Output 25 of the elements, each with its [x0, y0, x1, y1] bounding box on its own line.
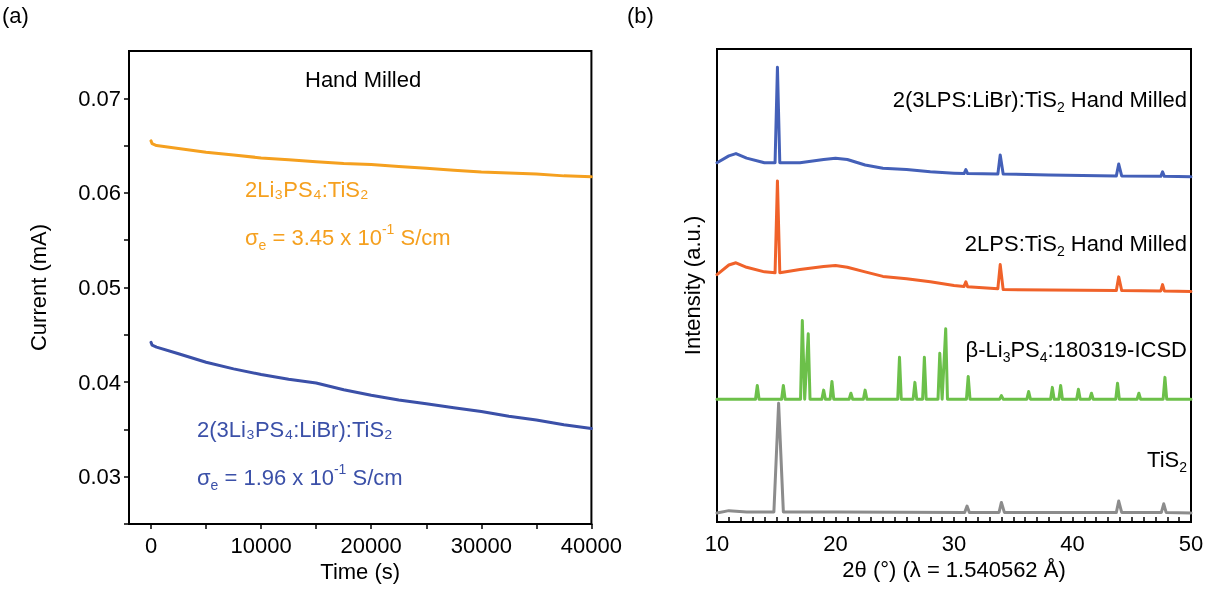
x-tick-label: 50 — [1178, 530, 1204, 556]
chart-title: (b) — [627, 2, 654, 28]
x-tick-label: 10000 — [230, 532, 292, 558]
series-label: 2Li₃PS₄:TiS₂ — [245, 176, 369, 202]
y-tick-label: 0.04 — [78, 369, 121, 395]
x-tick-label: 40 — [1060, 530, 1085, 556]
annotation: Hand Milled — [305, 66, 422, 92]
y-tick-label: 0.03 — [78, 464, 121, 490]
y-axis-title: Intensity (a.u.) — [679, 215, 705, 356]
x-tick-label: 20000 — [340, 532, 402, 558]
x-tick-label: 30 — [941, 530, 967, 556]
x-tick-label: 0 — [144, 532, 158, 558]
y-tick-label: 0.07 — [78, 85, 121, 111]
y-tick-label: 0.06 — [78, 180, 121, 206]
x-axis-title: 2θ (°) (λ = 1.540562 Å) — [842, 557, 1066, 583]
y-axis-title: Current (mA) — [25, 223, 51, 352]
y-tick-label: 0.05 — [78, 275, 121, 300]
line-series — [149, 139, 593, 179]
series-label: 2(3Li₃PS₄:LiBr):TiS₂ — [197, 416, 393, 442]
x-axis-title: Time (s) — [320, 559, 401, 585]
x-tick-label: 40000 — [560, 532, 623, 558]
x-tick-label: 20 — [823, 530, 848, 556]
x-tick-label: 30000 — [450, 532, 512, 558]
chart-title: (a) — [2, 2, 29, 28]
x-tick-label: 10 — [704, 530, 730, 556]
